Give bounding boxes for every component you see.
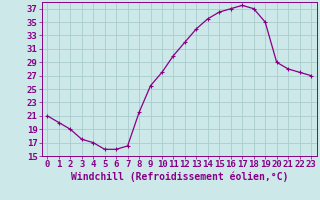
X-axis label: Windchill (Refroidissement éolien,°C): Windchill (Refroidissement éolien,°C) [70,172,288,182]
